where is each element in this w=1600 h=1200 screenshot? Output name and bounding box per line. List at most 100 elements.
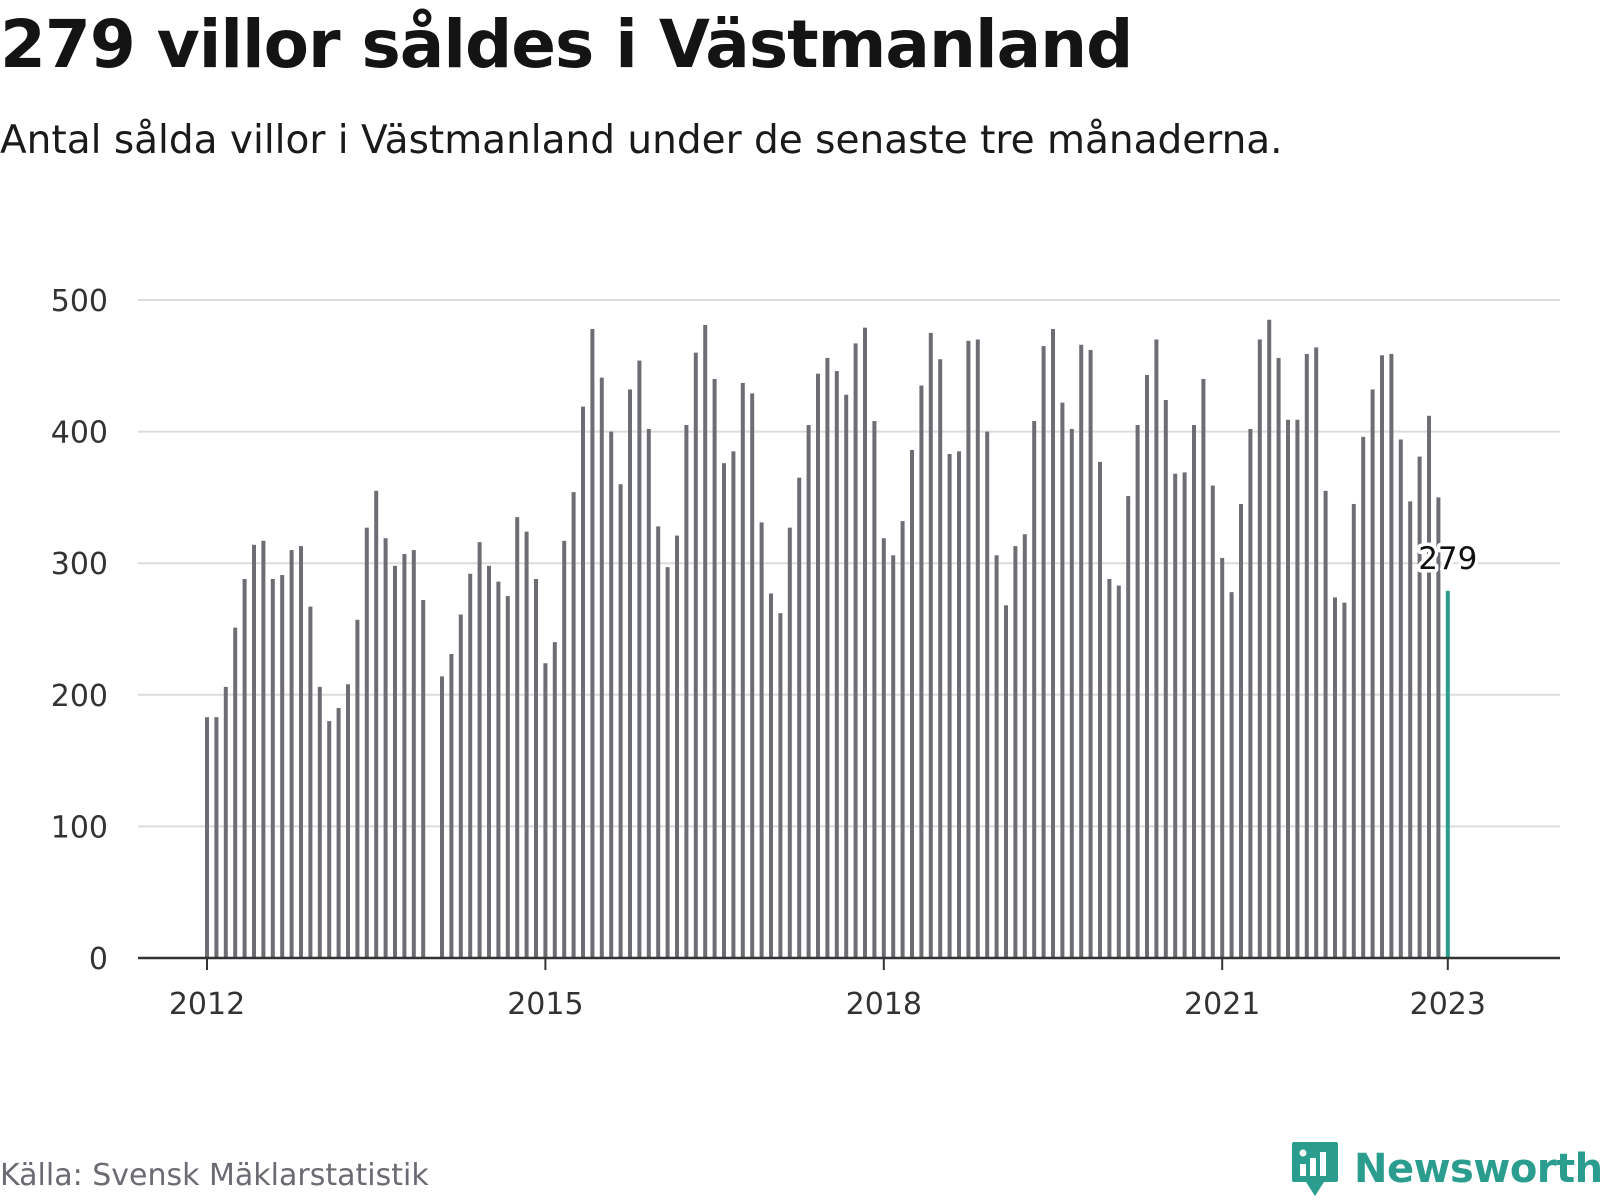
bar: [1088, 350, 1093, 958]
bar: [1361, 436, 1366, 958]
bar: [712, 378, 717, 958]
x-axis: 2012 2015 2018 2021 2023: [138, 956, 1560, 1022]
bar: [1220, 557, 1225, 958]
bar: [1304, 353, 1309, 959]
bar: [1079, 344, 1084, 958]
annotations: 279: [1415, 537, 1481, 580]
bar: [703, 325, 708, 958]
bar: [1192, 425, 1196, 958]
bar: [900, 521, 905, 958]
highlight-value-label: 279: [1418, 541, 1477, 577]
bar: [910, 450, 914, 958]
bar: [1013, 546, 1018, 958]
bar: [872, 421, 877, 958]
bar: [985, 431, 990, 959]
bar: [581, 406, 585, 959]
bar: [393, 565, 397, 958]
brand-logo[interactable]: Newsworthy: [1290, 1140, 1600, 1198]
bar: [731, 451, 736, 958]
bar: [1267, 319, 1272, 958]
bar: [787, 527, 792, 958]
bar: [1436, 497, 1441, 958]
bar: [1257, 339, 1262, 959]
x-tick-label: 2023: [1410, 987, 1486, 1022]
y-tick-label: 300: [51, 547, 108, 582]
bar: [1107, 578, 1112, 958]
bar: [1342, 602, 1347, 958]
bar: [515, 517, 520, 958]
bar: [308, 606, 313, 958]
bar: [374, 490, 379, 958]
bar: [336, 707, 341, 958]
bar: [411, 550, 416, 958]
bar: [806, 425, 811, 958]
bar: [646, 428, 651, 959]
bar: [1398, 439, 1403, 958]
bar: [1145, 375, 1149, 958]
bar: [1051, 328, 1055, 958]
gridlines: [138, 299, 1560, 828]
bar: [1239, 503, 1243, 958]
bar: [242, 578, 247, 958]
bar: [1116, 585, 1121, 958]
bar: [289, 550, 294, 958]
bar: [684, 425, 689, 958]
bar: [769, 593, 773, 958]
bar: [1201, 378, 1206, 958]
chart-title: 279 villor såldes i Västmanland: [0, 6, 1133, 83]
bar: [1229, 592, 1234, 958]
y-tick-label: 200: [51, 679, 108, 714]
bar: [327, 721, 332, 958]
bar: [881, 538, 886, 958]
bar: [440, 676, 444, 958]
bar: [834, 371, 839, 958]
bar: [825, 357, 830, 958]
bar: [562, 540, 567, 958]
bar: [543, 663, 548, 958]
bar: [252, 544, 256, 958]
x-tick-label: 2015: [507, 987, 583, 1022]
bar-chart: 0 100 200 300 400 500 2012 2015 2018 2021 2023 27…: [51, 284, 1560, 1022]
bar: [947, 453, 952, 958]
bar: [863, 327, 867, 958]
bar: [346, 684, 350, 958]
bar: [1370, 389, 1375, 958]
bar: [1314, 347, 1319, 958]
bar: [1323, 490, 1328, 958]
x-tick-label: 2021: [1184, 987, 1260, 1022]
bar: [458, 614, 463, 958]
bar: [1041, 346, 1046, 958]
bar: [355, 619, 360, 958]
y-axis-ticks: 0 100 200 300 400 500: [51, 284, 108, 977]
bar: [722, 463, 726, 958]
bar: [383, 538, 388, 958]
chart-subtitle: Antal sålda villor i Västmanland under d…: [0, 118, 1283, 163]
bar: [1380, 355, 1384, 958]
y-tick-label: 400: [51, 416, 108, 451]
bar: [750, 393, 755, 958]
bar: [1417, 456, 1422, 958]
bar: [487, 565, 491, 958]
bar: [665, 567, 670, 958]
bar: [534, 578, 538, 958]
bar: [364, 527, 369, 958]
bar: [1182, 472, 1187, 958]
bar: [1427, 415, 1431, 958]
bar: [1389, 353, 1394, 959]
bar: [524, 531, 529, 958]
bar: [1163, 400, 1168, 958]
bar: [1248, 428, 1253, 959]
bar: [1126, 496, 1131, 958]
bar: [994, 555, 999, 958]
bar: [421, 600, 426, 958]
bar: [957, 451, 961, 958]
bar: [816, 373, 820, 958]
bar: [759, 522, 764, 958]
bar: [928, 332, 933, 958]
bar: [797, 477, 802, 958]
bar: [449, 654, 454, 958]
bar: [919, 385, 924, 958]
bar: [223, 686, 228, 958]
bar: [778, 613, 783, 958]
bar: [477, 542, 482, 958]
